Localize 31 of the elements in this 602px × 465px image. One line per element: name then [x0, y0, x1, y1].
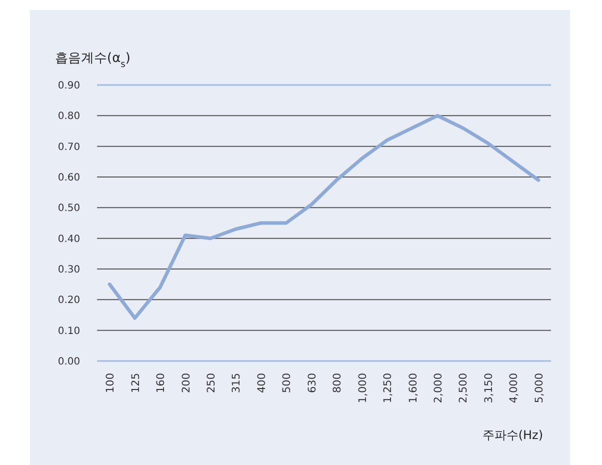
x-tick-label: 630	[306, 373, 318, 394]
y-tick-label: 0.20	[58, 295, 80, 306]
x-tick-label: 400	[256, 373, 268, 394]
x-tick-label: 800	[332, 373, 344, 394]
y-tick-label: 0.80	[58, 111, 80, 122]
line-series	[108, 114, 540, 320]
x-tick-label: 250	[206, 373, 218, 394]
x-tick-label: 1,250	[382, 373, 394, 404]
x-tick-label: 160	[155, 373, 168, 394]
x-tick-label: 3,150	[482, 373, 495, 404]
x-tick-label: 2,000	[432, 373, 444, 404]
x-tick-label: 1,600	[407, 373, 420, 404]
x-tick-label: 200	[180, 373, 192, 394]
x-tick-label: 2,500	[458, 373, 470, 404]
y-tick-label: 0.90	[58, 80, 80, 92]
x-tick-label: 125	[130, 373, 142, 394]
y-tick-label: 0.50	[58, 203, 80, 214]
x-tick-label: 5,000	[533, 373, 546, 404]
y-tick-label: 0.10	[58, 326, 80, 337]
x-tick-label: 500	[281, 373, 294, 394]
x-tick-label: 4,000	[508, 373, 520, 404]
x-axis-title: 주파수(Hz)	[482, 428, 543, 442]
x-tick-label: 1,000	[356, 373, 369, 404]
x-tick-label: 100	[104, 373, 117, 394]
x-tick-label: 315	[230, 373, 243, 394]
y-tick-label: 0.60	[58, 172, 80, 184]
y-tick-label: 0.30	[58, 264, 80, 276]
y-tick-label: 0.00	[58, 356, 80, 368]
y-tick-label: 0.70	[58, 142, 80, 153]
y-tick-label: 0.40	[58, 234, 80, 245]
y-axis-title: 흡음계수(α$_{s}$)	[55, 51, 130, 70]
